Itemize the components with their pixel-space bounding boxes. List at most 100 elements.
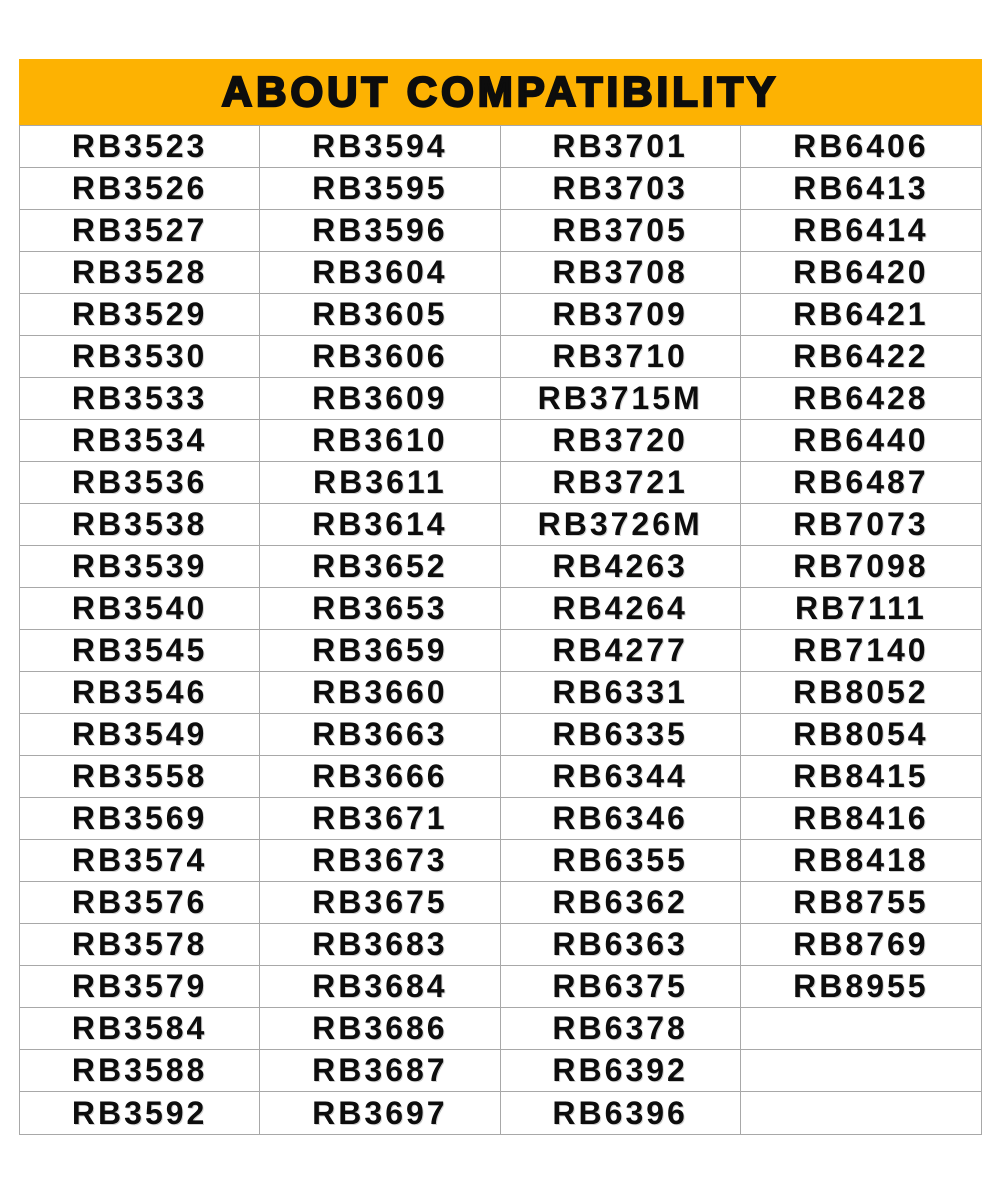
model-cell: RB8955 (740, 966, 981, 1008)
model-cell: RB8054 (740, 714, 981, 756)
model-cell: RB6363 (500, 924, 741, 966)
model-cell: RB3574 (20, 840, 261, 882)
model-cell: RB3697 (260, 1092, 501, 1134)
model-cell: RB3538 (20, 504, 261, 546)
model-cell: RB8415 (740, 756, 981, 798)
table-title: ABOUT COMPATIBILITY (221, 67, 780, 116)
model-cell: RB3594 (260, 126, 501, 168)
model-cell: RB6440 (740, 420, 981, 462)
model-cell: RB3721 (500, 462, 741, 504)
model-cell: RB3526 (20, 168, 261, 210)
model-cell: RB3710 (500, 336, 741, 378)
model-cell: RB8769 (740, 924, 981, 966)
model-cell: RB3671 (260, 798, 501, 840)
model-cell: RB3523 (20, 126, 261, 168)
model-cell: RB4263 (500, 546, 741, 588)
model-cell: RB3530 (20, 336, 261, 378)
model-cell: RB6487 (740, 462, 981, 504)
model-cell: RB3528 (20, 252, 261, 294)
model-cell: RB3609 (260, 378, 501, 420)
model-cell: RB4264 (500, 588, 741, 630)
model-cell: RB3595 (260, 168, 501, 210)
model-cell: RB8418 (740, 840, 981, 882)
model-cell: RB3569 (20, 798, 261, 840)
model-cell: RB6396 (501, 1092, 741, 1134)
model-cell: RB3536 (20, 462, 261, 504)
model-cell: RB3720 (500, 420, 741, 462)
model-cell: RB3703 (500, 168, 741, 210)
model-cell: RB8052 (740, 672, 981, 714)
model-cell: RB3576 (20, 882, 261, 924)
model-cell: RB3606 (260, 336, 501, 378)
model-cell: RB3545 (20, 630, 261, 672)
model-cell: RB3660 (260, 672, 501, 714)
model-cell: RB7098 (740, 546, 981, 588)
model-cell: RB3527 (20, 210, 261, 252)
model-cell (741, 1092, 981, 1134)
model-cell: RB3659 (260, 630, 501, 672)
model-cell: RB7140 (740, 630, 981, 672)
model-cell: RB3666 (260, 756, 501, 798)
model-cell: RB6362 (500, 882, 741, 924)
model-cell: RB7073 (740, 504, 981, 546)
model-cell: RB3726M (500, 504, 741, 546)
model-cell: RB6420 (740, 252, 981, 294)
model-cell: RB3663 (260, 714, 501, 756)
model-cell: RB3701 (500, 126, 741, 168)
model-cell: RB8755 (740, 882, 981, 924)
model-cell: RB3715M (500, 378, 741, 420)
model-cell: RB3578 (20, 924, 261, 966)
model-cell: RB6428 (740, 378, 981, 420)
model-cell: RB3610 (260, 420, 501, 462)
table-header: ABOUT COMPATIBILITY (19, 59, 982, 125)
model-cell: RB6406 (740, 126, 981, 168)
model-cell: RB3686 (260, 1008, 501, 1050)
model-cell: RB3708 (500, 252, 741, 294)
model-cell: RB3652 (260, 546, 501, 588)
model-cell: RB3683 (260, 924, 501, 966)
model-cell: RB3653 (260, 588, 501, 630)
model-cell: RB3584 (20, 1008, 261, 1050)
model-cell: RB3605 (260, 294, 501, 336)
model-cell: RB3709 (500, 294, 741, 336)
model-cell: RB6335 (500, 714, 741, 756)
model-cell: RB3546 (20, 672, 261, 714)
model-cell: RB6413 (740, 168, 981, 210)
model-cell: RB3687 (260, 1050, 501, 1092)
model-cell: RB6378 (500, 1008, 741, 1050)
model-cell: RB6422 (740, 336, 981, 378)
model-cell: RB3539 (20, 546, 261, 588)
model-cell: RB3705 (500, 210, 741, 252)
model-cell: RB6355 (500, 840, 741, 882)
model-cell: RB3579 (20, 966, 261, 1008)
model-grid: RB3523 RB3526 RB3527 RB3528 RB3529 RB3530 RB35… (19, 125, 982, 1135)
model-cell: RB3588 (20, 1050, 261, 1092)
model-cell: RB3533 (20, 378, 261, 420)
model-cell: RB3611 (260, 462, 501, 504)
model-cell: RB4277 (500, 630, 741, 672)
model-cell: RB6344 (500, 756, 741, 798)
model-cell: RB3592 (20, 1092, 261, 1134)
model-cell: RB6414 (740, 210, 981, 252)
model-cell: RB8416 (740, 798, 981, 840)
compatibility-table: ABOUT COMPATIBILITY RB3523 RB3526 RB3527 RB… (19, 59, 982, 1135)
model-cell: RB3558 (20, 756, 261, 798)
model-cell: RB3534 (20, 420, 261, 462)
model-cell (740, 1008, 981, 1050)
model-cell: RB6331 (500, 672, 741, 714)
model-cell: RB3675 (260, 882, 501, 924)
model-cell: RB6375 (500, 966, 741, 1008)
model-cell: RB3604 (260, 252, 501, 294)
model-cell: RB3684 (260, 966, 501, 1008)
model-cell: RB6392 (500, 1050, 741, 1092)
model-cell: RB3673 (260, 840, 501, 882)
model-cell: RB7111 (740, 588, 981, 630)
model-cell: RB3529 (20, 294, 261, 336)
model-cell: RB6346 (500, 798, 741, 840)
model-cell: RB3549 (20, 714, 261, 756)
model-cell (740, 1050, 981, 1092)
model-cell: RB3540 (20, 588, 261, 630)
model-cell: RB3614 (260, 504, 501, 546)
model-cell: RB6421 (740, 294, 981, 336)
